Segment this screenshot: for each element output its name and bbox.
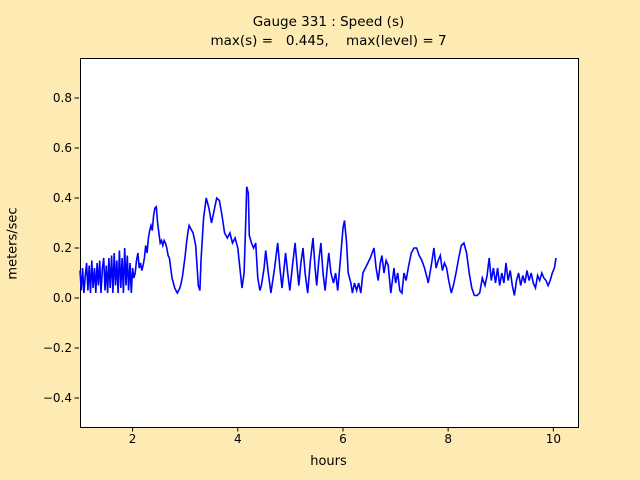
- y-tick-label: 0.8: [52, 91, 72, 105]
- y-tick-label: 0.0: [52, 291, 72, 305]
- y-tick-label: 0.4: [52, 191, 72, 205]
- x-tick-label: 4: [233, 432, 242, 446]
- x-tick-label: 6: [339, 432, 347, 446]
- y-tick-label: −0.4: [42, 391, 72, 405]
- y-tick-label: 0.6: [52, 141, 72, 155]
- x-tick-label: 10: [545, 432, 561, 446]
- x-tick-label: 8: [444, 432, 452, 446]
- x-axis-label: hours: [310, 454, 347, 469]
- y-tick-label: −0.2: [42, 341, 72, 355]
- plot-area: [80, 58, 579, 428]
- y-tick-label: 0.2: [52, 241, 72, 255]
- speed-line: [79, 186, 557, 297]
- chart-subtitle: max(s) = 0.445, max(level) = 7: [210, 33, 447, 49]
- chart-title: Gauge 331 : Speed (s): [252, 14, 405, 30]
- chart-title-block: Gauge 331 : Speed (s) max(s) = 0.445, ma…: [0, 13, 640, 51]
- x-tick-label: 2: [128, 432, 137, 446]
